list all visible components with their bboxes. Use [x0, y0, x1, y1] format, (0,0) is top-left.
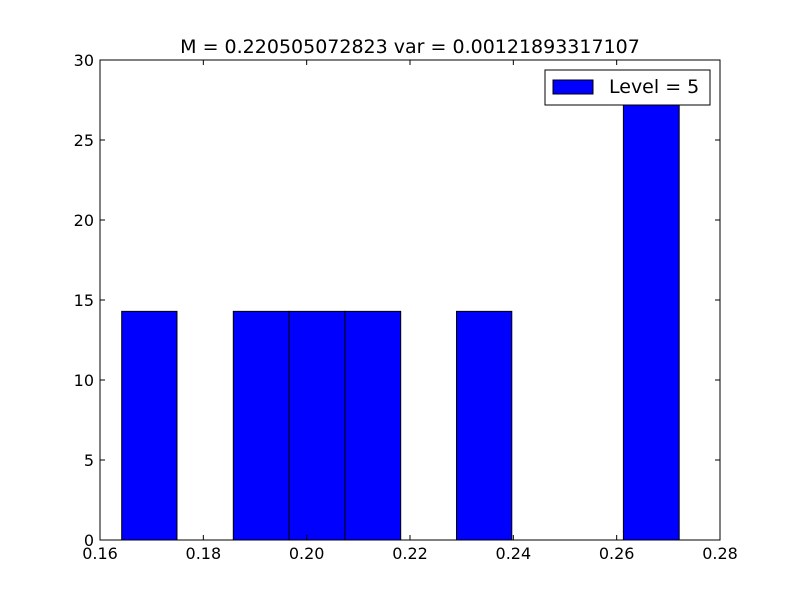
- x-tick-label: 0.28: [702, 544, 738, 563]
- bars-layer: [121, 82, 680, 541]
- histogram-bar-2: [232, 310, 290, 541]
- chart-title: M = 0.220505072823 var = 0.0012189331710…: [180, 36, 640, 58]
- x-tick-label: 0.16: [82, 544, 118, 563]
- ticks-layer: 0.16 0.18 0.20 0.22 0.24 0.26 0.28 0 5 10 15 20 25 30: [74, 51, 738, 563]
- legend-label-level-5: Level = 5: [609, 76, 699, 98]
- x-tick-label: 0.26: [599, 544, 635, 563]
- y-tick-label: 20: [74, 211, 94, 230]
- histogram-bar-3: [288, 310, 346, 541]
- y-tick-label: 0: [84, 531, 94, 550]
- histogram-bar-1: [121, 310, 178, 541]
- y-tick-label: 5: [84, 451, 94, 470]
- x-tick-label: 0.22: [392, 544, 428, 563]
- plot-frame: [99, 59, 721, 541]
- histogram-bar-5: [456, 310, 513, 541]
- x-tick-label: 0.24: [496, 544, 532, 563]
- legend-swatch: [552, 79, 594, 95]
- x-tick-label: 0.18: [186, 544, 222, 563]
- y-tick-label: 10: [74, 371, 94, 390]
- x-tick-label: 0.20: [289, 544, 325, 563]
- histogram-bar-4: [344, 310, 402, 541]
- legend: Level = 5: [544, 69, 711, 106]
- y-tick-label: 15: [74, 291, 94, 310]
- histogram-bar-6: [622, 82, 680, 541]
- y-tick-label: 30: [74, 51, 94, 70]
- y-tick-label: 25: [74, 131, 94, 150]
